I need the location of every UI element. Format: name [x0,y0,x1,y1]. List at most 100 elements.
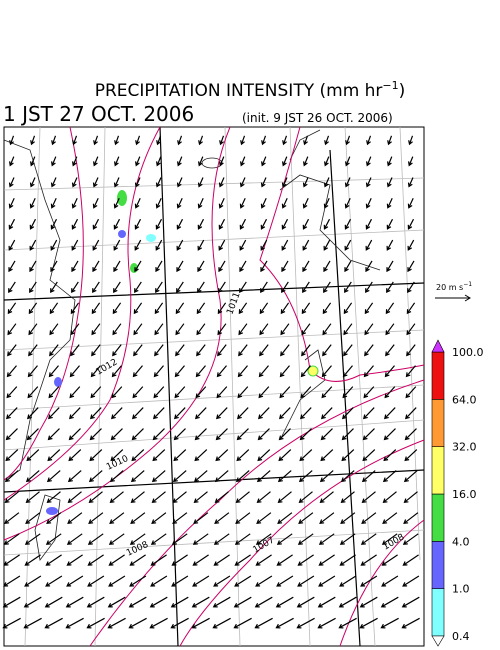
wind-arrow [193,470,208,483]
map: 1011 1012 1010 1008 1007 1008 [2,126,425,647]
wind-arrow [149,596,168,608]
wind-arrow [155,218,163,230]
colorbar-segment [431,588,445,637]
wind-arrow [405,386,417,399]
wind-arrow [239,198,246,209]
wind-arrow [151,470,166,483]
wind-arrow [154,302,164,315]
wind-arrow [129,575,147,587]
wind-arrow [129,533,146,545]
wind-arrow [281,177,288,188]
wind-arrow [341,449,355,462]
wind-arrow [297,554,314,566]
wind-arrow [322,344,332,357]
wind-arrow [381,575,399,587]
wind-legend-sup: −1 [463,281,472,288]
wind-arrow [87,533,104,545]
wind-arrow [172,470,187,483]
wind-arrow [402,575,420,587]
wind-arrow [26,407,39,420]
wind-arrow [128,596,147,608]
wind-arrow [92,281,100,294]
wind-arrow [134,177,141,188]
wind-arrow [280,344,290,357]
wind-arrow [365,198,372,209]
wind-arrow [176,260,184,273]
wind-arrow [176,198,183,209]
wind-arrow [233,596,252,608]
wind-arrow [132,386,144,399]
wind-arrow [234,533,251,545]
wind-arrow [320,449,334,462]
wind-arrow [113,239,121,251]
wind-arrow [385,344,395,357]
wind-arrow [9,135,15,146]
wind-arrow [107,596,126,608]
wind-arrow [135,135,141,146]
colorbar: 0.4 1.0 4.0 16.0 32.0 64.0 100.0 [431,339,484,647]
wind-arrow [218,218,226,230]
wind-arrow [324,135,330,146]
wind-arrow [343,344,353,357]
wind-arrow [92,260,100,273]
wind-arrow [175,302,185,315]
wind-arrow [281,281,289,294]
wind-arrow [323,239,331,251]
wind-arrow [152,428,165,441]
colorbar-segment [431,351,445,400]
wind-arrow [155,260,163,273]
wind-arrow [198,135,204,146]
wind-arrow [298,491,313,504]
wind-arrow [213,554,230,566]
wind-arrow [113,260,121,273]
wind-arrow [8,281,16,294]
wind-arrow [302,218,310,230]
wind-arrow [198,156,204,167]
wind-arrow [86,617,105,629]
wind-arrow [240,156,246,167]
wind-arrow [112,302,122,315]
wind-arrow [401,596,420,608]
coastlines [3,129,381,561]
wind-arrow [404,428,417,441]
wind-arrow [239,260,247,273]
wind-arrow [301,323,311,336]
wind-arrow [26,449,40,462]
wind-arrow [191,596,210,608]
wind-arrow [407,260,415,273]
wind-arrow [112,344,122,357]
wind-arrow [197,239,205,251]
wind-legend: 20 m s−1 [435,281,472,302]
wind-arrow [233,617,252,629]
wind-arrow [29,177,36,188]
wind-arrow [8,239,16,251]
wind-arrow [219,156,225,167]
wind-arrow [277,512,293,525]
wind-arrow [197,281,205,294]
isobar [179,439,425,647]
wind-arrow [340,512,356,525]
wind-arrow [71,198,78,209]
wind-arrow [238,302,248,315]
wind-arrow [258,386,270,399]
wind-arrow [300,365,311,378]
wind-arrow [386,281,394,294]
wind-arrow [216,386,228,399]
wind-arrow [260,281,268,294]
wind-arrow [171,575,189,587]
wind-arrow [259,323,269,336]
wind-arrow [173,428,186,441]
wind-arrow [45,554,62,566]
wind-arrow [113,218,121,230]
wind-arrow [362,407,375,420]
wind-arrow [342,365,353,378]
wind-arrow [235,512,251,525]
wind-arrow [261,156,267,167]
wind-arrow [387,135,393,146]
wind-arrow [217,323,227,336]
wind-arrow [171,533,188,545]
wind-arrow [25,512,41,525]
wind-arrow [29,260,37,273]
wind-arrow [175,323,185,336]
wind-arrow [71,260,79,273]
